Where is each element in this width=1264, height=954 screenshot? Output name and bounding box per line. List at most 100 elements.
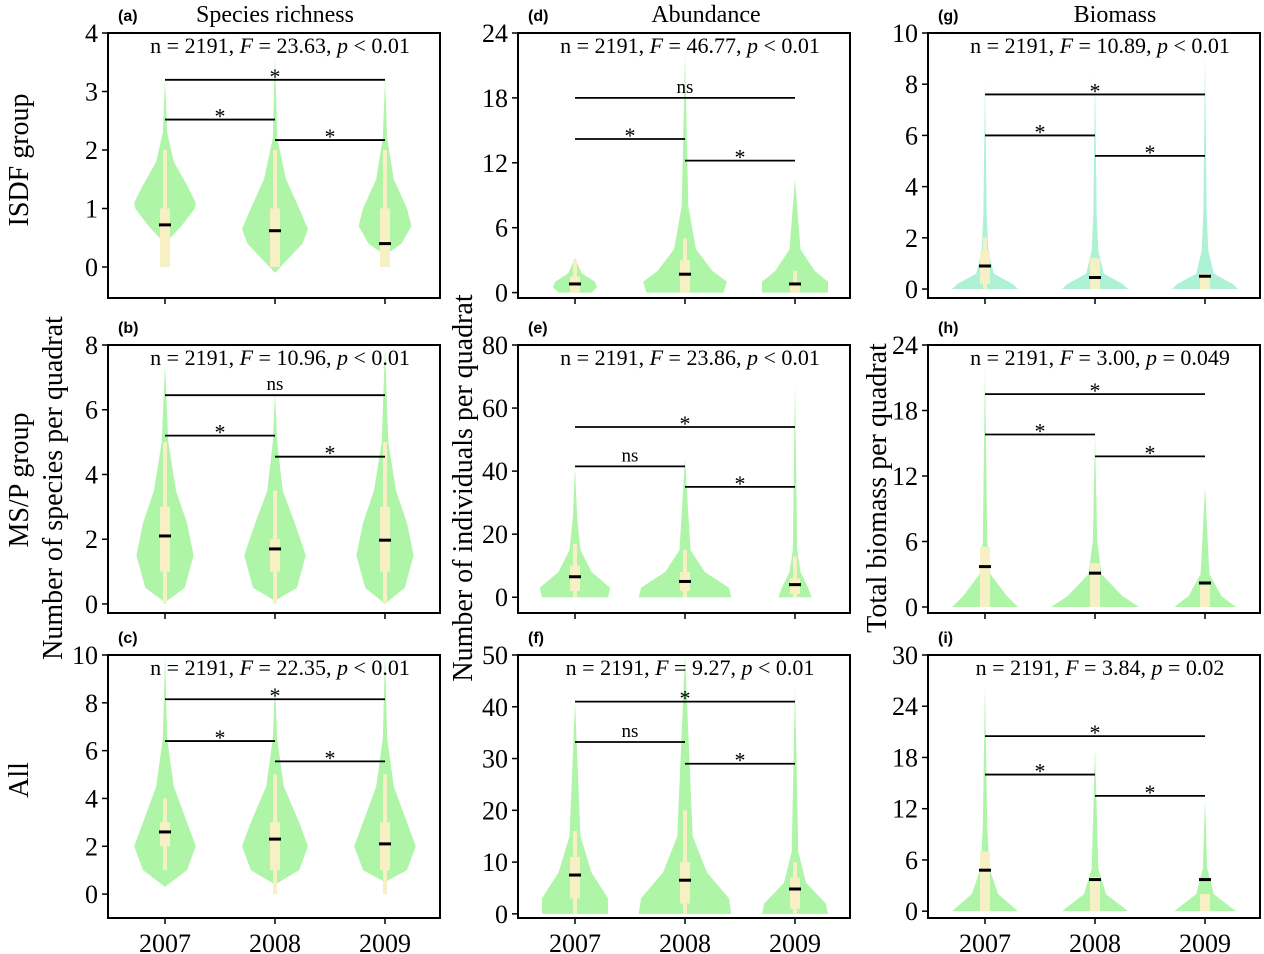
significance-label: *: [270, 683, 281, 708]
box: [270, 539, 280, 572]
stat-part: F: [239, 345, 254, 370]
row-label: MS/P group: [4, 412, 35, 547]
box: [270, 822, 280, 871]
plot-frame: [927, 344, 1261, 614]
significance-label: ns: [677, 77, 694, 98]
significance-label: *: [1035, 419, 1046, 444]
x-tick-label: 2007: [549, 929, 601, 954]
stat-part: 0.01: [371, 345, 410, 370]
stat-part: n =: [560, 345, 594, 370]
stat-part: p: [335, 345, 348, 370]
x-tick-label: 2008: [249, 929, 301, 954]
box: [790, 877, 800, 909]
stat-part: =: [663, 33, 686, 58]
stat-annotation: n = 2191, F = 23.63, p < 0.01: [150, 33, 410, 58]
panel-b: 0 2 4 6 8 ns * * n = 2191, F = 10.96, p < 0.01 (b…: [85, 320, 441, 619]
stat-part: n =: [150, 345, 184, 370]
panel-h: 0 6 12 18 24 * * * n = 2191, F = 3.00, p = 0.049…: [892, 320, 1261, 622]
box: [570, 856, 580, 899]
panel-letter: (b): [118, 320, 138, 337]
y-tick-label: 12: [482, 149, 508, 178]
stat-part: ,: [1135, 345, 1146, 370]
significance-label: *: [1145, 140, 1156, 165]
panel-letter: (a): [118, 8, 138, 25]
y-tick-label: 0: [905, 275, 918, 304]
stat-annotation: n = 2191, F = 46.77, p < 0.01: [560, 33, 820, 58]
box: [980, 851, 990, 912]
y-tick-label: 1: [85, 194, 98, 223]
violin: [134, 655, 196, 887]
violin: [952, 684, 1018, 912]
significance-label: *: [680, 686, 691, 711]
stat-part: 0.01: [371, 33, 410, 58]
stat-annotation: n = 2191, F = 10.96, p < 0.01: [150, 345, 410, 370]
stat-part: F: [649, 33, 664, 58]
column-title: Abundance: [651, 2, 760, 28]
stat-part: ,: [1146, 33, 1157, 58]
y-tick-label: 12: [892, 795, 918, 824]
violin: [778, 382, 812, 598]
stat-part: p: [335, 33, 348, 58]
y-tick-label: 3: [85, 77, 98, 106]
panel-letter: (e): [528, 320, 548, 337]
stat-part: =: [253, 655, 276, 680]
y-tick-label: 12: [892, 462, 918, 491]
significance-label: *: [680, 411, 691, 436]
y-tick-label: 0: [85, 590, 98, 619]
significance-label: ns: [267, 374, 284, 395]
y-tick-label: 18: [482, 84, 508, 113]
box: [160, 208, 170, 267]
stat-part: n =: [970, 345, 1004, 370]
violin: [952, 81, 1018, 290]
panel-letter: (d): [528, 8, 548, 25]
box: [380, 208, 390, 267]
stat-part: n =: [970, 33, 1004, 58]
stat-part: 3.84: [1102, 655, 1141, 680]
stat-part: 2191: [595, 345, 639, 370]
significance-label: *: [1035, 119, 1046, 144]
stat-part: n =: [976, 655, 1010, 680]
stat-part: 2191: [1005, 33, 1049, 58]
y-tick-label: 4: [85, 460, 98, 489]
y-tick-label: 18: [892, 396, 918, 425]
stat-part: <: [353, 33, 365, 58]
y-tick-label: 8: [85, 689, 98, 718]
stat-part: F: [239, 655, 254, 680]
y-tick-label: 20: [482, 520, 508, 549]
stat-part: 46.77: [686, 33, 736, 58]
stat-part: <: [763, 33, 775, 58]
y-tick-label: 4: [85, 784, 98, 813]
panel-g: 0 2 4 6 8 10 * * * n = 2191, F = 10.89, p < 0.01 (…: [892, 8, 1261, 304]
stat-part: <: [353, 345, 365, 370]
violin: [1062, 748, 1128, 912]
y-tick-label: 24: [482, 19, 508, 48]
x-tick-label: 2009: [359, 929, 411, 954]
violin: [539, 467, 611, 598]
y-tick-label: 50: [482, 641, 508, 670]
stat-part: 10.96: [276, 345, 326, 370]
significance-label: *: [1090, 720, 1101, 745]
stat-part: ,: [736, 345, 747, 370]
significance-label: ns: [622, 445, 639, 466]
stat-part: 10.89: [1096, 33, 1146, 58]
y-axis-label: Number of species per quadrat: [38, 316, 69, 660]
y-tick-label: 0: [495, 583, 508, 612]
violin: [638, 458, 732, 598]
stat-part: =: [1073, 345, 1096, 370]
stat-part: n =: [566, 655, 600, 680]
y-tick-label: 80: [482, 331, 508, 360]
x-tick-label: 2009: [1179, 929, 1231, 954]
y-tick-label: 2: [85, 525, 98, 554]
plot-frame: [517, 654, 851, 919]
stat-part: =: [1073, 33, 1096, 58]
stat-part: n =: [150, 33, 184, 58]
stat-annotation: n = 2191, F = 10.89, p < 0.01: [970, 33, 1230, 58]
column-title: Species richness: [196, 2, 354, 28]
box: [270, 208, 280, 267]
y-tick-label: 18: [892, 743, 918, 772]
stat-part: =: [1162, 345, 1174, 370]
significance-label: *: [325, 441, 336, 466]
stat-part: 2191: [1010, 655, 1054, 680]
stat-part: ,: [229, 655, 240, 680]
significance-label: *: [735, 748, 746, 773]
